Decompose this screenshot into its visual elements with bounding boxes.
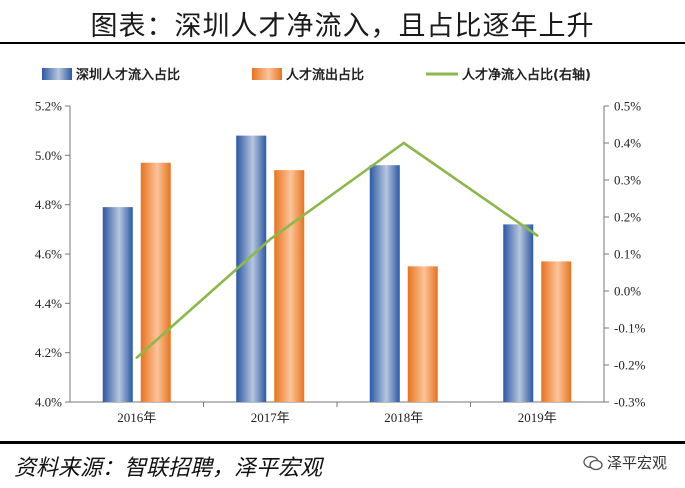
right-tick-label: -0.3% xyxy=(614,395,646,410)
watermark: 泽平宏观 xyxy=(583,452,667,473)
left-tick-label: 4.8% xyxy=(35,197,62,212)
bar-outflow xyxy=(140,162,171,402)
bar-outflow xyxy=(407,266,438,402)
left-tick-label: 4.2% xyxy=(35,345,62,360)
bar-inflow xyxy=(236,135,267,402)
legend-label-net: 人才净流入占比(右轴) xyxy=(462,67,591,83)
watermark-text: 泽平宏观 xyxy=(606,454,667,472)
right-tick-label: 0.1% xyxy=(614,247,641,262)
bar-inflow xyxy=(369,165,400,402)
left-tick-label: 5.2% xyxy=(35,99,62,114)
net-inflow-point xyxy=(535,234,539,237)
x-tick-label: 2019年 xyxy=(518,410,557,425)
bar-outflow xyxy=(541,261,572,402)
x-tick-label: 2017年 xyxy=(251,410,290,425)
source-note: 资料来源：智联招聘，泽平宏观 xyxy=(14,456,323,481)
x-tick-label: 2016年 xyxy=(117,410,156,425)
net-inflow-point xyxy=(135,356,139,359)
wechat-icon xyxy=(583,455,603,470)
legend-label-outflow: 人才流出占比 xyxy=(286,67,364,83)
legend: 深圳人才流入占比 人才流出占比 人才净流入占比(右轴) xyxy=(42,67,591,83)
left-tick-label: 4.6% xyxy=(35,247,62,262)
net-inflow-point xyxy=(402,141,406,145)
net-inflow-line xyxy=(135,141,539,359)
bar-inflow xyxy=(503,224,534,402)
right-tick-label: 0.5% xyxy=(614,99,641,114)
legend-swatch-outflow xyxy=(252,68,282,80)
legend-label-inflow: 深圳人才流入占比 xyxy=(76,67,180,83)
right-tick-label: 0.4% xyxy=(614,136,641,151)
bar-outflow xyxy=(274,170,305,402)
net-inflow-point xyxy=(268,237,272,241)
right-tick-label: -0.1% xyxy=(614,321,646,336)
bars xyxy=(102,135,572,402)
chart: 深圳人才流入占比 人才流出占比 人才净流入占比(右轴) 4.0% 4.2% 4.4%… xyxy=(35,67,646,426)
chart-title: 图表：深圳人才净流入，且占比逐年上升 xyxy=(90,11,595,42)
right-tick-label: 0.2% xyxy=(614,210,641,225)
title-divider xyxy=(0,42,685,44)
left-tick-label: 4.4% xyxy=(35,296,62,311)
footer-divider xyxy=(0,441,685,444)
right-tick-label: 0.3% xyxy=(614,173,641,188)
legend-swatch-inflow xyxy=(42,68,72,80)
net-inflow-polyline xyxy=(135,141,538,359)
left-tick-label: 5.0% xyxy=(35,148,62,163)
x-tick-label: 2018年 xyxy=(384,410,423,425)
left-tick-label: 4.0% xyxy=(35,395,62,410)
bar-inflow xyxy=(102,207,133,402)
right-tick-label: -0.2% xyxy=(614,358,646,373)
right-tick-label: 0.0% xyxy=(614,284,641,299)
axes: 4.0% 4.2% 4.4% 4.6% 4.8% 5.0% 5.2% -0.3% -0.2% -0… xyxy=(35,99,646,426)
